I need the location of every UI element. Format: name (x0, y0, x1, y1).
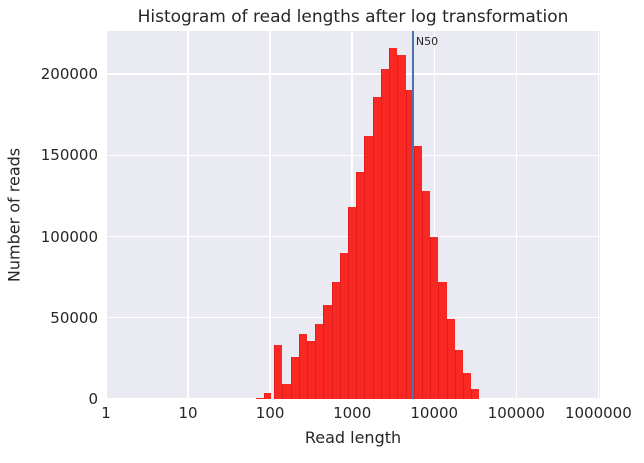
x-tick-label: 10 (178, 404, 198, 422)
histogram-bar (348, 207, 357, 399)
histogram-bar (397, 54, 406, 399)
histogram-bar (323, 304, 332, 399)
x-gridline (515, 31, 517, 399)
histogram-bar (405, 90, 414, 399)
x-tick-label: 1000000 (564, 404, 632, 422)
x-axis-label: Read length (304, 428, 402, 447)
y-gridline (106, 398, 600, 400)
histogram-bar (421, 191, 431, 399)
histogram-bar (446, 319, 455, 399)
x-tick-label: 10000 (410, 404, 459, 422)
x-gridline (433, 31, 435, 399)
x-tick-label: 100000 (487, 404, 545, 422)
n50-line (411, 31, 414, 399)
histogram-bar (471, 389, 480, 399)
histogram-bar (307, 340, 316, 399)
histogram-bar (413, 145, 422, 399)
histogram-bar (380, 69, 390, 399)
y-gridline (106, 154, 600, 156)
histogram-bar (438, 282, 447, 399)
plot-area: N50 (105, 31, 600, 400)
histogram-bar (256, 397, 265, 399)
histogram-bar (274, 345, 283, 399)
histogram-bar (315, 324, 324, 399)
histogram-bar (372, 96, 381, 399)
histogram-bar (389, 48, 398, 399)
histogram-bar (282, 384, 291, 399)
chart-title: Histogram of read lengths after log tran… (137, 7, 569, 27)
x-gridline (105, 31, 107, 399)
y-tick-label: 150000 (40, 146, 98, 165)
histogram-bar (331, 282, 340, 399)
y-tick-label: 200000 (40, 65, 98, 84)
y-tick-label: 100000 (40, 227, 98, 246)
y-axis-label: Number of reads (4, 147, 24, 283)
histogram-bar (264, 392, 271, 399)
histogram-bar (454, 350, 463, 399)
x-gridline (597, 31, 600, 399)
histogram-bar (339, 252, 349, 399)
histogram-bar (298, 334, 308, 399)
x-tick-label: 1 (101, 404, 111, 422)
histogram-bar (356, 171, 365, 399)
histogram-bar (364, 135, 373, 399)
histogram-bar (462, 373, 472, 399)
x-tick-label: 100 (255, 404, 285, 422)
x-tick-label: 1000 (333, 404, 372, 422)
y-tick-label: 50000 (50, 308, 98, 327)
y-tick-label: 0 (88, 390, 98, 408)
n50-annotation-label: N50 (415, 35, 439, 48)
histogram-bar (430, 236, 439, 399)
histogram-bar (290, 356, 299, 399)
x-gridline (269, 31, 271, 399)
x-gridline (187, 31, 189, 399)
y-gridline (106, 73, 600, 75)
